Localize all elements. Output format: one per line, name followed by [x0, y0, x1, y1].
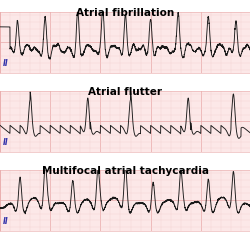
Text: Multifocal atrial tachycardia: Multifocal atrial tachycardia	[42, 166, 208, 176]
Text: II: II	[3, 138, 9, 147]
Text: II: II	[3, 59, 9, 68]
Text: Atrial fibrillation: Atrial fibrillation	[76, 8, 174, 18]
Text: II: II	[3, 217, 9, 226]
Text: Atrial flutter: Atrial flutter	[88, 87, 162, 97]
